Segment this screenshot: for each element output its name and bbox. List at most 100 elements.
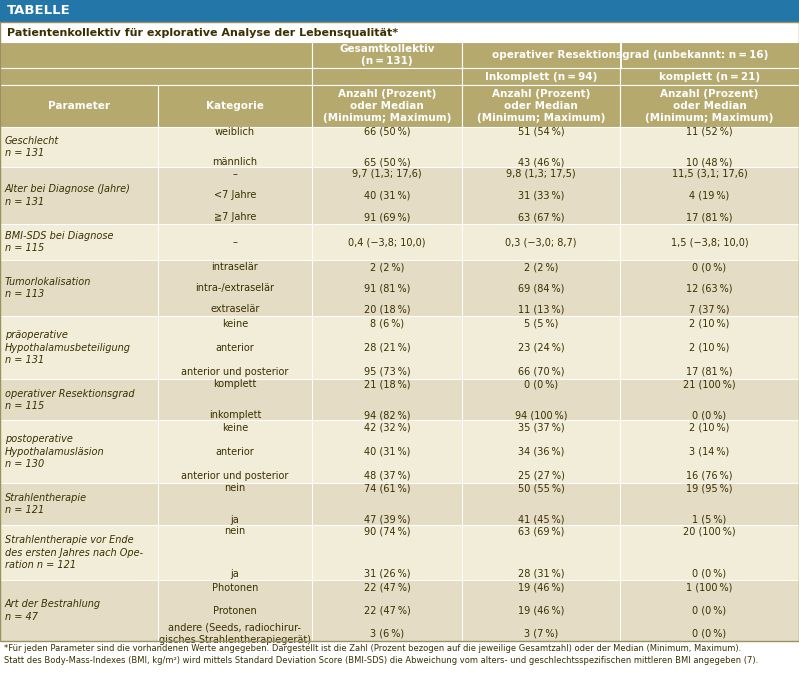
Bar bbox=[0, 167, 158, 224]
Text: präoperative
Hypothalamusbeteiligung
n = 131: präoperative Hypothalamusbeteiligung n =… bbox=[5, 330, 131, 365]
Bar bbox=[158, 316, 312, 379]
Bar bbox=[312, 260, 462, 316]
Text: 3 (6 %): 3 (6 %) bbox=[370, 629, 404, 639]
Bar bbox=[312, 224, 462, 260]
Text: 21 (100 %): 21 (100 %) bbox=[683, 379, 736, 389]
Text: männlich: männlich bbox=[213, 157, 257, 167]
Bar bbox=[0, 260, 158, 316]
Bar bbox=[462, 127, 620, 167]
Text: 69 (84 %): 69 (84 %) bbox=[518, 283, 564, 293]
Text: 2 (10 %): 2 (10 %) bbox=[690, 343, 729, 353]
Text: anterior: anterior bbox=[216, 447, 254, 457]
Bar bbox=[462, 260, 620, 316]
Text: Anzahl (Prozent)
oder Median
(Minimum; Maximum): Anzahl (Prozent) oder Median (Minimum; M… bbox=[646, 89, 773, 123]
Text: Kategorie: Kategorie bbox=[206, 101, 264, 111]
Text: Photonen: Photonen bbox=[212, 583, 258, 593]
Text: 17 (81 %): 17 (81 %) bbox=[686, 367, 733, 377]
Bar bbox=[620, 167, 799, 224]
Text: 9,8 (1,3; 17,5): 9,8 (1,3; 17,5) bbox=[507, 169, 576, 179]
Bar bbox=[158, 260, 312, 316]
Bar bbox=[620, 224, 799, 260]
Text: 42 (32 %): 42 (32 %) bbox=[364, 423, 411, 433]
Text: –: – bbox=[233, 169, 237, 179]
Text: 2 (10 %): 2 (10 %) bbox=[690, 319, 729, 328]
Text: 19 (95 %): 19 (95 %) bbox=[686, 483, 733, 493]
Text: 65 (50 %): 65 (50 %) bbox=[364, 157, 411, 167]
Text: 43 (46 %): 43 (46 %) bbox=[518, 157, 564, 167]
Bar bbox=[462, 421, 620, 483]
Text: 28 (31 %): 28 (31 %) bbox=[518, 569, 564, 579]
Text: nein: nein bbox=[225, 526, 245, 536]
Text: 31 (33 %): 31 (33 %) bbox=[518, 190, 564, 201]
Text: 0 (0 %): 0 (0 %) bbox=[693, 411, 726, 421]
Text: Patientenkollektiv für explorative Analyse der Lebensqualität*: Patientenkollektiv für explorative Analy… bbox=[7, 28, 398, 38]
Bar bbox=[462, 224, 620, 260]
Text: 94 (100 %): 94 (100 %) bbox=[515, 411, 567, 421]
Text: Parameter: Parameter bbox=[48, 101, 110, 111]
Text: 2 (10 %): 2 (10 %) bbox=[690, 423, 729, 433]
Text: Anzahl (Prozent)
oder Median
(Minimum; Maximum): Anzahl (Prozent) oder Median (Minimum; M… bbox=[477, 89, 605, 123]
Text: komplett (n = 21): komplett (n = 21) bbox=[659, 71, 760, 81]
Text: 50 (55 %): 50 (55 %) bbox=[518, 483, 564, 493]
Text: Art der Bestrahlung
n = 47: Art der Bestrahlung n = 47 bbox=[5, 600, 101, 622]
Bar bbox=[312, 421, 462, 483]
Text: intraselär: intraselär bbox=[212, 262, 258, 272]
Text: ja: ja bbox=[231, 515, 240, 525]
Text: Alter bei Diagnose (Jahre)
n = 131: Alter bei Diagnose (Jahre) n = 131 bbox=[5, 184, 131, 207]
Text: operativer Resektionsgrad
n = 115: operativer Resektionsgrad n = 115 bbox=[5, 388, 134, 411]
Text: 16 (76 %): 16 (76 %) bbox=[686, 471, 733, 481]
Bar bbox=[620, 85, 799, 127]
Text: Anzahl (Prozent)
oder Median
(Minimum; Maximum): Anzahl (Prozent) oder Median (Minimum; M… bbox=[323, 89, 451, 123]
Text: 35 (37 %): 35 (37 %) bbox=[518, 423, 564, 433]
Text: 47 (39 %): 47 (39 %) bbox=[364, 515, 410, 525]
Text: 28 (21 %): 28 (21 %) bbox=[364, 343, 411, 353]
Text: 0 (0 %): 0 (0 %) bbox=[693, 629, 726, 639]
Text: intra-/extraselär: intra-/extraselär bbox=[196, 283, 275, 293]
Text: <7 Jahre: <7 Jahre bbox=[214, 190, 256, 201]
Text: Gesamtkollektiv
(n = 131): Gesamtkollektiv (n = 131) bbox=[340, 44, 435, 66]
Text: 40 (31 %): 40 (31 %) bbox=[364, 190, 410, 201]
Text: 8 (6 %): 8 (6 %) bbox=[370, 319, 404, 328]
Text: 9,7 (1,3; 17,6): 9,7 (1,3; 17,6) bbox=[352, 169, 422, 179]
Text: 90 (74 %): 90 (74 %) bbox=[364, 526, 410, 536]
Bar bbox=[0, 483, 158, 525]
Bar bbox=[312, 85, 462, 127]
Bar bbox=[0, 127, 158, 167]
Text: 0 (0 %): 0 (0 %) bbox=[693, 606, 726, 616]
Text: 0 (0 %): 0 (0 %) bbox=[693, 569, 726, 579]
Bar bbox=[312, 580, 462, 641]
Text: ja: ja bbox=[231, 569, 240, 579]
Text: 34 (36 %): 34 (36 %) bbox=[518, 447, 564, 457]
Text: 5 (5 %): 5 (5 %) bbox=[524, 319, 559, 328]
Text: 12 (63 %): 12 (63 %) bbox=[686, 283, 733, 293]
Text: 0,3 (−3,0; 8,7): 0,3 (−3,0; 8,7) bbox=[505, 237, 577, 247]
Text: operativer Resektionsgrad (unbekannt: n = 16): operativer Resektionsgrad (unbekannt: n … bbox=[492, 50, 769, 60]
Bar bbox=[620, 42, 622, 68]
Bar bbox=[312, 42, 462, 68]
Bar bbox=[0, 24, 799, 42]
Text: andere (Seeds, radiochirur-
gisches Strahlentherapiegerät): andere (Seeds, radiochirur- gisches Stra… bbox=[159, 623, 311, 645]
Bar bbox=[158, 127, 312, 167]
Bar bbox=[620, 580, 799, 641]
Text: 20 (100 %): 20 (100 %) bbox=[683, 526, 736, 536]
Text: 21 (18 %): 21 (18 %) bbox=[364, 379, 410, 389]
Text: 95 (73 %): 95 (73 %) bbox=[364, 367, 411, 377]
Text: 22 (47 %): 22 (47 %) bbox=[364, 583, 411, 593]
Text: 2 (2 %): 2 (2 %) bbox=[524, 262, 559, 272]
Text: 91 (69 %): 91 (69 %) bbox=[364, 212, 410, 222]
Bar bbox=[0, 68, 312, 85]
Text: weiblich: weiblich bbox=[215, 127, 255, 137]
Text: nein: nein bbox=[225, 483, 245, 493]
Bar bbox=[158, 379, 312, 421]
Text: –: – bbox=[233, 237, 237, 247]
Text: ≧7 Jahre: ≧7 Jahre bbox=[214, 212, 256, 222]
Text: 19 (46 %): 19 (46 %) bbox=[518, 583, 564, 593]
Bar bbox=[312, 525, 462, 580]
Text: 11 (13 %): 11 (13 %) bbox=[518, 304, 564, 314]
Bar bbox=[312, 379, 462, 421]
Text: 4 (19 %): 4 (19 %) bbox=[690, 190, 729, 201]
Text: 31 (26 %): 31 (26 %) bbox=[364, 569, 410, 579]
Text: 1 (100 %): 1 (100 %) bbox=[686, 583, 733, 593]
Bar bbox=[620, 483, 799, 525]
Text: 66 (50 %): 66 (50 %) bbox=[364, 127, 410, 137]
